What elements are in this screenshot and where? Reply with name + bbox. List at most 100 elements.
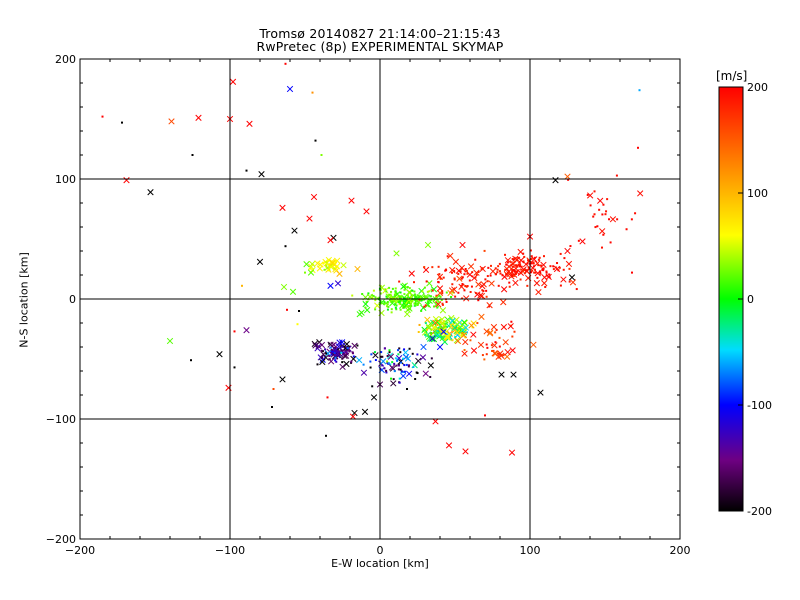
cross-stroke [358,309,365,316]
cross-stroke [351,409,358,417]
data-point-dot [394,287,397,290]
data-point-dot [391,287,394,290]
data-point-dot [419,296,422,299]
cross-stroke [541,280,548,287]
data-point-dot [441,292,444,295]
data-point-cross [568,274,576,281]
cross-stroke [432,319,439,326]
data-point-cross [534,270,541,277]
data-point-dot [511,265,514,268]
data-point-cross [327,358,335,365]
data-point-dot [245,169,248,172]
data-point-dot [389,363,392,366]
cross-stroke [291,227,298,234]
colorbar-tick-label: 0 [747,293,754,306]
data-point-dot [496,352,499,355]
data-point-dot [379,288,382,291]
cross-stroke [488,280,495,287]
data-point-dot [435,294,438,297]
cross-stroke [374,302,381,309]
data-point-cross [419,354,427,361]
data-point-dot [471,326,474,329]
data-point-cross [404,310,411,318]
data-point-dot [333,267,336,270]
cross-stroke [478,313,485,320]
data-point-cross [216,351,223,358]
data-point-cross [405,370,413,377]
cross-stroke [504,257,512,264]
data-point-dot [489,274,492,277]
data-point-dot [405,305,408,308]
data-point-dot [606,198,609,201]
data-point-dot [423,266,426,269]
data-point-dot [390,294,393,297]
data-point-cross [286,85,294,93]
data-point-dot [369,366,372,369]
data-point-dot [409,296,412,299]
data-point-cross [336,339,343,346]
data-point-dot [504,253,507,256]
data-point-dot [463,349,466,352]
data-point-dot [461,276,464,279]
cross-stroke [360,369,368,376]
cross-stroke [454,337,462,345]
data-point-dot [334,259,337,262]
data-point-cross [374,302,381,309]
data-point-dot [575,288,578,291]
cross-stroke [508,449,516,456]
data-point-dot [340,341,343,344]
data-point-cross [343,360,350,368]
data-point-dot [329,346,332,349]
data-point-cross [123,177,130,184]
y-tick-label: 200 [55,53,76,66]
data-point-dot [474,258,477,261]
cross-stroke [415,298,422,306]
colorbar-tick-label: -100 [747,399,772,412]
data-point-cross [479,265,486,273]
data-point-dot [511,271,514,274]
cross-stroke [363,208,370,215]
data-point-cross [454,337,462,345]
data-point-cross [415,357,422,365]
data-point-dot [416,353,419,356]
data-point-dot [511,335,514,338]
data-point-dot [414,299,417,302]
data-point-dot [323,268,326,271]
data-point-dot [602,203,605,206]
data-point-dot [409,291,412,294]
data-point-dot [396,358,399,361]
cross-stroke [597,197,604,204]
data-point-dot [537,258,540,261]
data-point-cross [432,324,439,331]
data-point-dot [413,298,416,301]
data-point-cross [424,301,432,308]
data-point-cross [166,337,174,345]
data-point-cross [435,301,442,308]
data-point-cross [441,338,448,346]
data-point-dot [321,350,324,353]
data-point-cross [508,449,516,456]
data-point-dot [530,255,533,258]
data-point-dot [333,351,336,354]
data-point-cross [507,323,514,330]
data-point-cross [422,370,429,377]
data-point-cross [458,283,465,290]
data-point-dot [327,269,330,272]
data-point-dot [526,269,529,272]
data-point-dot [533,256,536,259]
data-point-dot [378,296,381,299]
data-point-cross [436,289,444,297]
data-point-cross [306,215,313,222]
data-point-dot [459,270,462,273]
data-point-dot [380,355,383,358]
data-point-dot [298,310,300,312]
data-point-dot [511,274,514,277]
cross-stroke [448,314,455,322]
data-point-dot [604,213,607,216]
cross-stroke [440,328,447,335]
data-point-cross [475,281,482,288]
data-point-dot [399,308,402,311]
y-tick-label: 0 [69,293,76,306]
data-point-dot [374,296,377,299]
data-point-dot [325,352,328,355]
